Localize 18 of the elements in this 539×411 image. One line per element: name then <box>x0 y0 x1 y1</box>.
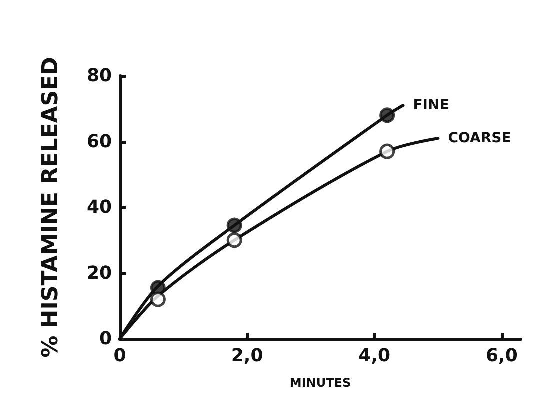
point <box>150 292 166 308</box>
series-label: COARSE <box>448 130 512 146</box>
x-tick-label: 6,0 <box>486 346 518 366</box>
y-tick-label: 60 <box>86 131 112 152</box>
y-tick-label: 80 <box>86 66 112 86</box>
y-axis-title: % HISTAMINE RELEASED <box>38 57 64 358</box>
series-label: FINE <box>413 98 450 114</box>
point <box>226 232 242 248</box>
point <box>226 218 242 234</box>
y-tick-label: 20 <box>86 262 112 284</box>
y-tick-label: 40 <box>86 197 112 218</box>
x-axis-title: MINUTES <box>290 376 352 390</box>
point <box>380 108 396 124</box>
x-tick-label: 0 <box>114 346 126 366</box>
x-tick-label: 4,0 <box>358 346 391 366</box>
y-tick-label: 0 <box>99 328 112 350</box>
point <box>380 144 396 160</box>
x-tick-label: 2,0 <box>231 346 264 366</box>
